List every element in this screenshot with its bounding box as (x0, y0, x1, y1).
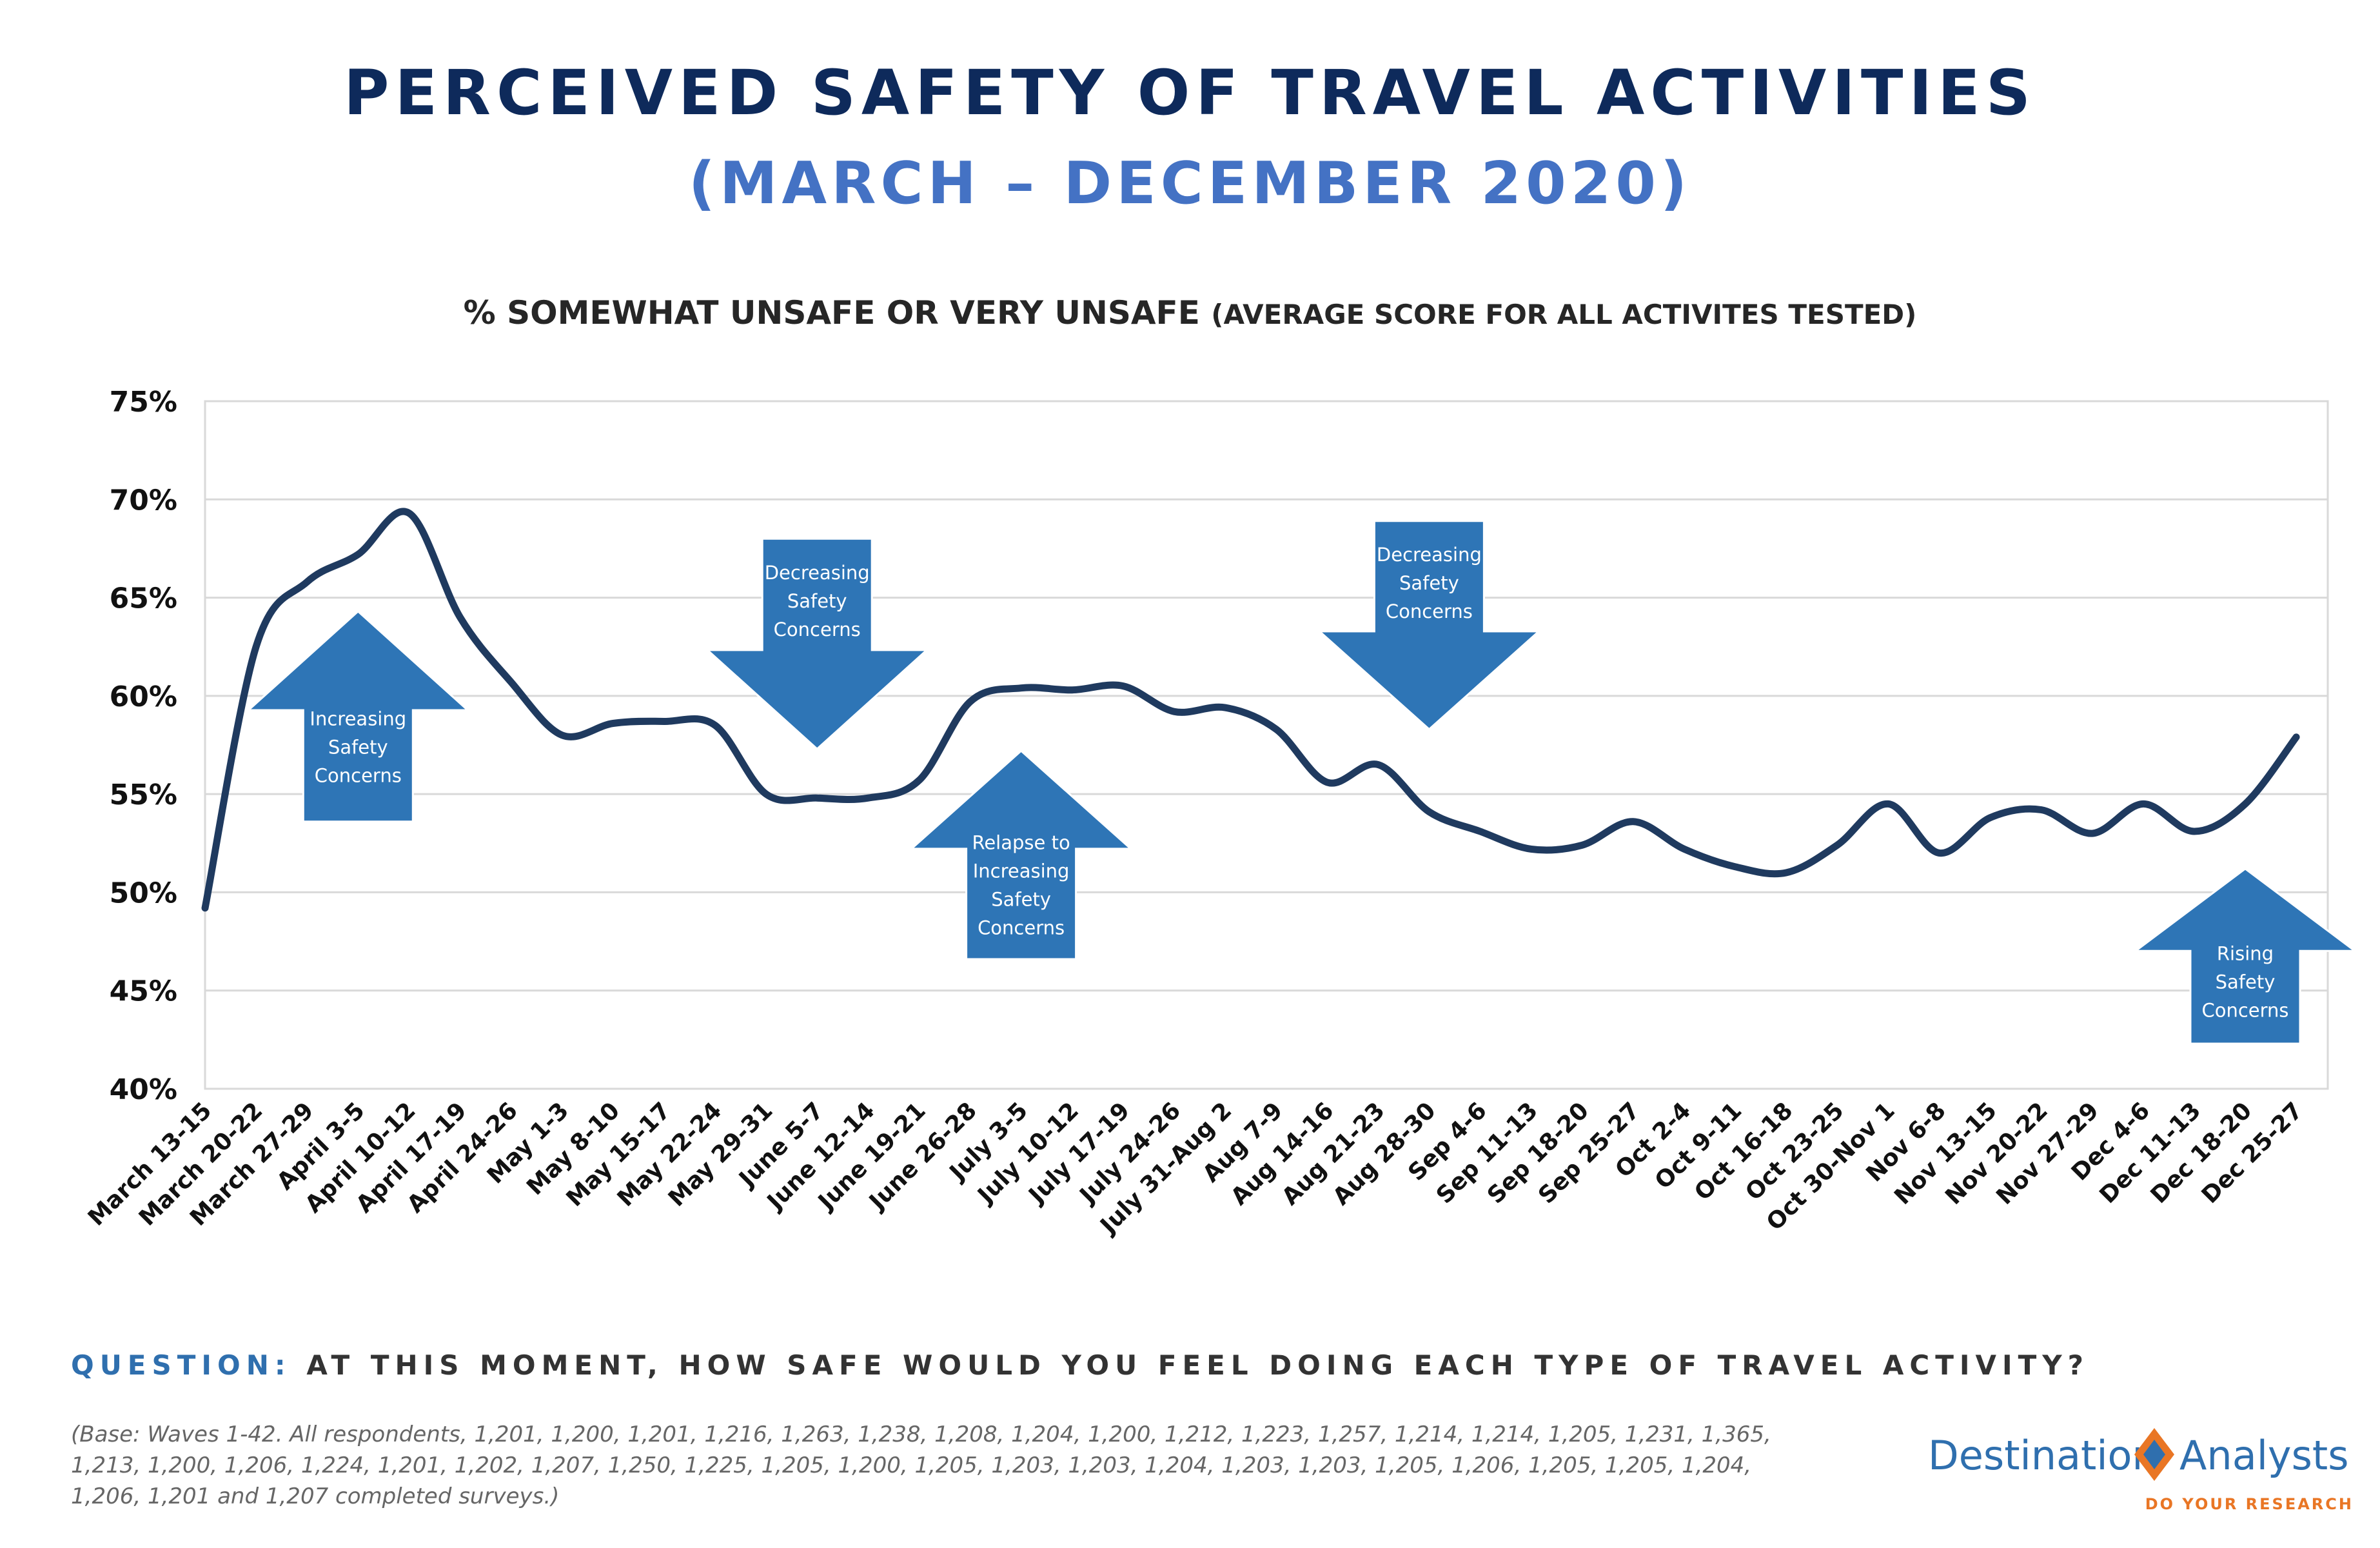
logo-tagline: DO YOUR RESEARCH (2145, 1495, 2354, 1513)
y-tick-label: 55% (110, 779, 177, 811)
annotation-label: Concerns (978, 917, 1065, 939)
annotation-label: Safety (2216, 971, 2276, 993)
y-tick-label: 50% (110, 877, 177, 909)
y-tick-label: 60% (110, 680, 177, 713)
y-tick-label: 45% (110, 975, 177, 1008)
annotation-label: Relapse to (972, 832, 1070, 854)
base-note: (Base: Waves 1-42. All respondents, 1,20… (71, 1422, 1771, 1509)
annotation-label: Concerns (774, 619, 861, 640)
chart-heading: % SOMEWHAT UNSAFE OR VERY UNSAFE (AVERAG… (0, 294, 2380, 332)
annotation-label: Safety (787, 590, 847, 612)
annotation-label: Increasing (310, 708, 406, 729)
annotation-arrows: Increasing Safety Concerns Decreasing Safety… (246, 520, 2358, 1045)
annotation-label: Decreasing (1377, 544, 1482, 566)
line-chart: 75% 70% 65% 60% 55% 50% 45% 40% March 13-15Marc… (83, 386, 2358, 1240)
series-line (201, 508, 2300, 912)
annotation-arrow: Decreasing Safety Concerns (705, 537, 930, 751)
y-tick-label: 65% (110, 582, 177, 615)
arrow-up-icon (909, 749, 1134, 960)
annotation-label: Decreasing (765, 562, 870, 584)
gridlines (204, 400, 2329, 1090)
question-text: AT THIS MOMENT, HOW SAFE WOULD YOU FEEL … (306, 1349, 2090, 1381)
annotation-label: Safety (328, 736, 388, 758)
arrow-down-icon (705, 537, 930, 751)
annotation-arrow: Rising Safety Concerns (2132, 868, 2358, 1045)
annotation-label: Safety (1399, 572, 1459, 594)
annotation-arrow: Relapse to Increasing Safety Concerns (909, 749, 1134, 960)
survey-question: QUESTION: AT THIS MOMENT, HOW SAFE WOULD… (71, 1349, 2089, 1381)
logo-word-analysts: Analysts (2179, 1432, 2349, 1479)
annotation-label: Rising (2217, 942, 2274, 964)
chart-subtitle: (MARCH – DECEMBER 2020) (688, 150, 1692, 217)
destination-analysts-logo: Destination Analysts DO YOUR RESEARCH (1928, 1428, 2366, 1535)
y-tick-label: 40% (110, 1073, 177, 1106)
arrow-up-icon (2132, 868, 2358, 1045)
y-tick-label: 70% (110, 484, 177, 517)
chart-title: PERCEIVED SAFETY OF TRAVEL ACTIVITIES (344, 57, 2036, 129)
chart-heading-main: % SOMEWHAT UNSAFE OR VERY UNSAFE (463, 294, 1200, 332)
annotation-label: Concerns (315, 764, 402, 786)
diamond-logo-icon (2134, 1428, 2174, 1481)
plot-area-border (204, 400, 2329, 1090)
logo-word-destination: Destination (1928, 1432, 2158, 1479)
y-tick-label: 75% (110, 386, 177, 419)
annotation-label: Increasing (973, 860, 1070, 882)
arrow-down-icon (1317, 520, 1542, 731)
y-axis: 75% 70% 65% 60% 55% 50% 45% 40% (110, 386, 177, 1106)
annotation-label: Safety (991, 889, 1051, 911)
arrow-up-icon (246, 610, 471, 823)
annotation-label: Concerns (1386, 600, 1473, 622)
annotation-arrow: Decreasing Safety Concerns (1317, 520, 1542, 731)
series-line-group (201, 508, 2300, 912)
annotation-label: Concerns (2201, 999, 2288, 1021)
annotation-arrow: Increasing Safety Concerns (246, 610, 471, 823)
chart-heading-note: (AVERAGE SCORE FOR ALL ACTIVITES TESTED) (1211, 299, 1917, 330)
question-label: QUESTION: (71, 1349, 291, 1381)
